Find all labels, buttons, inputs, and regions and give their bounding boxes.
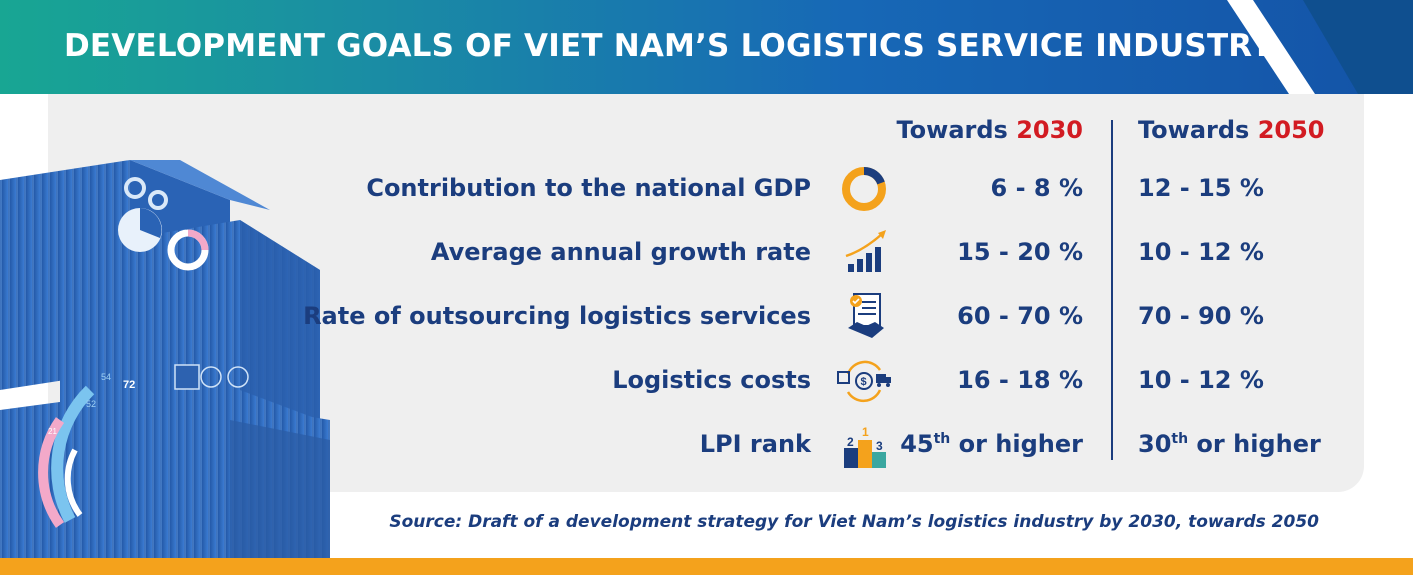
- bottom-accent-bar: [0, 558, 1413, 575]
- value-2050: 10 - 12 %: [1138, 366, 1264, 394]
- column-divider: [1111, 120, 1113, 460]
- value-2030: 15 - 20 %: [957, 238, 1083, 266]
- goal-label: Contribution to the national GDP: [366, 174, 811, 202]
- goal-row-costs: Logistics costs $ 16 - 18 % 10 - 12 %: [0, 360, 1413, 403]
- value-2030-rest: or higher: [950, 430, 1083, 458]
- value-2050-suffix: th: [1171, 431, 1189, 447]
- svg-text:2: 2: [847, 435, 854, 449]
- svg-text:1: 1: [862, 425, 869, 439]
- value-2030: 6 - 8 %: [990, 174, 1083, 202]
- handshake-contract-icon: [848, 293, 884, 338]
- column-header-2050: Towards 2050: [1138, 116, 1325, 144]
- gauge-label-outer: 72: [123, 379, 135, 391]
- value-2030: 16 - 18 %: [957, 366, 1083, 394]
- shipping-containers-illustration: 72 54 52 21: [0, 160, 330, 575]
- value-2030-rank: 45: [900, 430, 934, 458]
- goal-row-gdp: Contribution to the national GDP 6 - 8 %…: [0, 166, 1413, 211]
- growth-bar-chart-icon: [845, 230, 886, 272]
- source-note: Source: Draft of a development strategy …: [389, 512, 1319, 532]
- value-2030-suffix: th: [933, 431, 951, 447]
- gauge-label-inner: 52: [86, 399, 96, 409]
- goal-row-growth: Average annual growth rate 15 - 20 % 10 …: [0, 230, 1413, 272]
- cost-cycle-icon: $: [837, 360, 891, 403]
- value-2030: 60 - 70 %: [957, 302, 1083, 330]
- column-header-2030-year: 2030: [1016, 116, 1083, 144]
- value-2030: 45th or higher: [900, 424, 1083, 464]
- header-banner: DEVELOPMENT GOALS OF VIET NAM’S LOGISTIC…: [0, 0, 1413, 94]
- value-2050: 30th or higher: [1138, 424, 1321, 464]
- goal-row-lpi: LPI rank 1 2 3 45th or higher 30th or hi…: [0, 424, 1413, 468]
- gauge-label-mid: 54: [101, 372, 111, 382]
- goal-label: LPI rank: [699, 430, 811, 458]
- goal-label: Average annual growth rate: [430, 238, 811, 266]
- column-header-2030-prefix: Towards: [896, 116, 1008, 144]
- value-2050: 12 - 15 %: [1138, 174, 1264, 202]
- column-header-2050-year: 2050: [1257, 116, 1325, 144]
- gauge-label-small: 21: [48, 427, 57, 436]
- value-2050: 10 - 12 %: [1138, 238, 1264, 266]
- column-header-2050-prefix: Towards: [1138, 116, 1250, 144]
- page-title: DEVELOPMENT GOALS OF VIET NAM’S LOGISTIC…: [64, 28, 1274, 64]
- value-2050-rest: or higher: [1188, 430, 1321, 458]
- donut-chart-icon: [842, 166, 886, 211]
- goal-label: Rate of outsourcing logistics services: [303, 302, 811, 330]
- podium-rank-icon: 1 2 3: [844, 425, 886, 468]
- value-2050: 70 - 90 %: [1138, 302, 1264, 330]
- value-2050-rank: 30: [1138, 430, 1172, 458]
- svg-text:3: 3: [876, 439, 883, 453]
- goal-label: Logistics costs: [612, 366, 811, 394]
- column-header-2030: Towards 2030: [897, 116, 1084, 144]
- goal-row-outsourcing: Rate of outsourcing logistics services 6…: [0, 293, 1413, 338]
- svg-text:$: $: [861, 376, 867, 388]
